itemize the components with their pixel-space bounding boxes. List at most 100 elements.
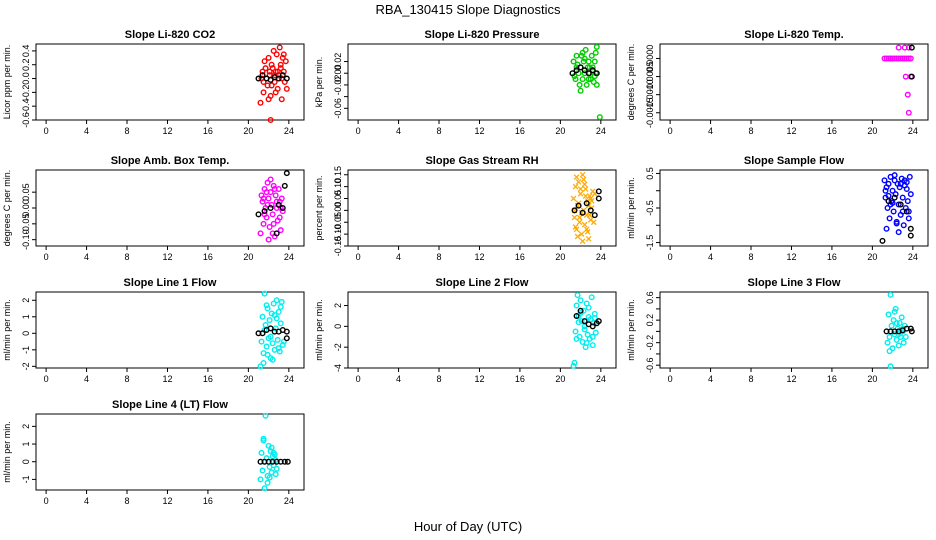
panel-title: Slope Sample Flow (744, 155, 845, 167)
data-point (265, 96, 272, 103)
data-point (268, 61, 275, 68)
y-tick-label: 0.2 (645, 314, 655, 327)
x-tick-label: 24 (284, 252, 294, 262)
y-axis-label: degrees C per min. (2, 170, 12, 247)
data-point (902, 204, 909, 211)
data-point (884, 204, 891, 211)
data-point (573, 302, 580, 309)
panel-title: Slope Li-820 CO2 (125, 29, 215, 41)
data-point (273, 465, 280, 472)
y-axis-label: Licor ppm per min. (2, 45, 12, 120)
x-tick-label: 24 (908, 126, 918, 136)
data-point (277, 65, 284, 72)
data-point (279, 204, 286, 211)
data-point (893, 336, 900, 343)
data-point (901, 177, 908, 184)
data-point (264, 479, 271, 486)
data-point (585, 313, 592, 320)
data-point (264, 179, 271, 186)
figure-title: RBA_130415 Slope Diagnostics (375, 2, 561, 17)
data-point (283, 75, 290, 82)
data-point (263, 302, 270, 309)
data-point (891, 308, 898, 315)
data-point (279, 341, 286, 348)
chart-panel: Slope Li-820 Temp.0 4 8 12 16 20 24-0.0015-0.0… (626, 29, 929, 136)
data-point (580, 176, 587, 183)
data-point (270, 220, 277, 227)
data-point (276, 214, 283, 221)
x-tick-label: 0 (356, 374, 361, 384)
x-tick-label: 16 (203, 252, 213, 262)
data-point (570, 362, 577, 369)
data-point (581, 221, 588, 228)
data-point (898, 314, 905, 321)
y-tick-label: -0.05 (21, 214, 31, 235)
data-point (892, 305, 899, 312)
data-point (279, 72, 286, 79)
data-point (262, 412, 269, 419)
y-tick-label: 0.05 (21, 183, 31, 201)
x-tick-label: 16 (203, 374, 213, 384)
x-tick-label: 24 (284, 126, 294, 136)
data-point (583, 226, 590, 233)
data-point (885, 198, 892, 205)
x-tick-label: 12 (786, 252, 796, 262)
x-tick-label: 20 (555, 126, 565, 136)
data-point (577, 297, 584, 304)
data-point (581, 55, 588, 62)
points-group (257, 412, 291, 492)
data-point (263, 343, 270, 350)
data-point (895, 229, 902, 236)
points-group (569, 43, 603, 121)
data-point (266, 474, 273, 481)
data-point (273, 315, 280, 322)
y-tick-label: 0.2 (21, 58, 31, 71)
data-point (577, 309, 584, 316)
data-point (572, 183, 579, 190)
data-point (905, 215, 912, 222)
data-point (275, 308, 282, 315)
y-axis-label: ml/min per min. (626, 299, 636, 361)
y-tick-label: 0.4 (21, 45, 31, 58)
y-axis-label: ml/min per min. (2, 299, 12, 361)
data-point (274, 68, 281, 75)
x-tick-label: 8 (749, 252, 754, 262)
data-point (574, 61, 581, 68)
x-tick-label: 4 (708, 126, 713, 136)
plot-frame (35, 43, 305, 121)
data-point (585, 76, 592, 83)
data-point (259, 330, 266, 337)
chart-panel: Slope Gas Stream RH 0 4 8 12 16 20 24 -0.15-0.10… (314, 155, 617, 262)
x-tick-label: 20 (867, 126, 877, 136)
panel-title: Slope Li-820 Temp. (744, 29, 843, 41)
data-point (583, 81, 590, 88)
x-tick-label: 4 (396, 126, 401, 136)
y-tick-label: -2 (21, 362, 31, 370)
data-point (571, 359, 578, 366)
y-tick-label: -0.15 (333, 236, 343, 257)
data-point (577, 190, 584, 197)
data-point (572, 224, 579, 230)
chart-panel: Slope Line 2 Flow 0 4 8 12 16 20 24 -4 -2 0 2 ml/min… (314, 277, 617, 384)
x-tick-label: 4 (84, 374, 89, 384)
y-tick-label: 0.00 (21, 199, 31, 217)
x-tick-label: 16 (515, 126, 525, 136)
data-point (908, 44, 915, 51)
data-point (595, 318, 602, 325)
data-point (897, 201, 904, 208)
data-point (578, 318, 585, 325)
data-point (577, 307, 584, 314)
x-tick-label: 20 (243, 252, 253, 262)
data-point (885, 192, 892, 199)
panel-title: Slope Amb. Box Temp. (111, 155, 230, 167)
data-point (578, 52, 585, 59)
points-group (255, 44, 290, 123)
data-point (902, 73, 909, 80)
x-tick-label: 20 (243, 126, 253, 136)
data-point (908, 328, 915, 335)
data-point (574, 233, 581, 240)
x-tick-label: 24 (596, 252, 606, 262)
y-tick-label: -0.06 (333, 98, 343, 119)
data-point (573, 67, 580, 74)
